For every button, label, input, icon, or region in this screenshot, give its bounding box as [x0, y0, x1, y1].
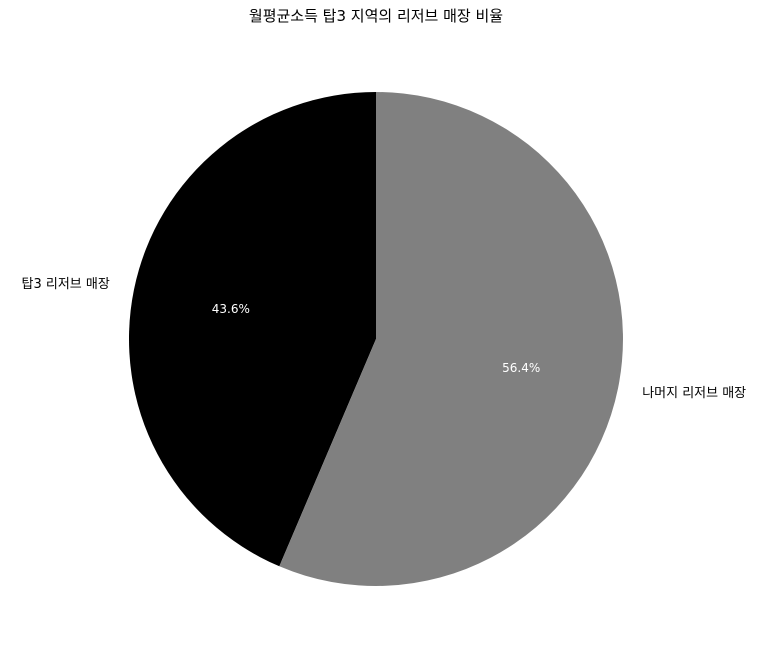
pie-slice-other-reserve: [279, 92, 623, 587]
slice-label-other: 나머지 리저브 매장: [642, 386, 746, 401]
slice-percent-label-top3: 43.6%: [212, 302, 250, 316]
slice-label-top3: 탑3 리저브 매장: [22, 277, 110, 292]
chart-title: 월평균소득 탑3 지역의 리저브 매장 비율: [249, 7, 503, 25]
slice-percent-label-other: 56.4%: [502, 361, 540, 375]
pie-slice-top3-reserve: [128, 92, 376, 567]
